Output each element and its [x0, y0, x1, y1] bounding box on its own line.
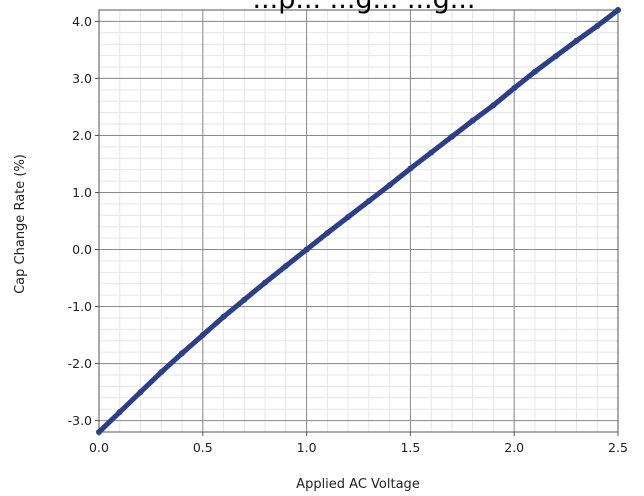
y-axis-label: Cap Change Rate (%) [13, 154, 28, 294]
data-point [386, 182, 393, 189]
major-grid [98, 10, 619, 432]
data-point [407, 165, 414, 172]
x-tick-label: 0.0 [89, 440, 109, 455]
data-point [137, 389, 144, 396]
chart-title: ...p... ...g... ...g... [252, 0, 475, 15]
data-point [241, 296, 248, 303]
data-point [262, 279, 269, 286]
y-axis-ticks: -3.0 -2.0 -1.0 0.0 1.0 2.0 3.0 4.0 [68, 14, 99, 428]
y-tick-label: -3.0 [68, 413, 92, 428]
data-point [116, 409, 123, 416]
x-tick-label: 2.5 [608, 440, 628, 455]
data-point [428, 149, 435, 156]
x-tick-label: 2.0 [504, 440, 524, 455]
y-tick-label: 1.0 [72, 185, 92, 200]
y-tick-label: 4.0 [72, 14, 92, 29]
data-point [282, 263, 289, 270]
data-point [552, 53, 559, 60]
y-tick-label: -2.0 [68, 356, 92, 371]
data-point [303, 246, 310, 253]
y-tick-label: 2.0 [72, 128, 92, 143]
data-point [573, 37, 580, 44]
y-tick-label: -1.0 [68, 299, 92, 314]
data-point [531, 68, 538, 75]
y-tick-label: 0.0 [72, 242, 92, 257]
data-point [448, 133, 455, 140]
x-axis-ticks: 0.0 0.5 1.0 1.5 2.0 2.5 [89, 432, 628, 455]
x-tick-label: 0.5 [193, 440, 213, 455]
data-point [511, 85, 518, 92]
data-point [199, 332, 206, 339]
data-point [345, 214, 352, 221]
x-tick-label: 1.0 [297, 440, 317, 455]
data-point [365, 198, 372, 205]
data-point [469, 117, 476, 124]
data-point [324, 229, 331, 236]
data-point [615, 7, 621, 13]
x-axis-label: Applied AC Voltage [296, 477, 420, 492]
data-point [220, 313, 227, 320]
y-tick-label: 3.0 [72, 71, 92, 86]
plot-frame [98, 9, 619, 433]
data-point [594, 22, 601, 29]
data-points [96, 7, 621, 435]
data-point [158, 369, 165, 376]
x-tick-label: 1.5 [400, 440, 420, 455]
minor-grid [98, 9, 619, 433]
data-point [179, 350, 186, 357]
data-point [490, 102, 497, 109]
